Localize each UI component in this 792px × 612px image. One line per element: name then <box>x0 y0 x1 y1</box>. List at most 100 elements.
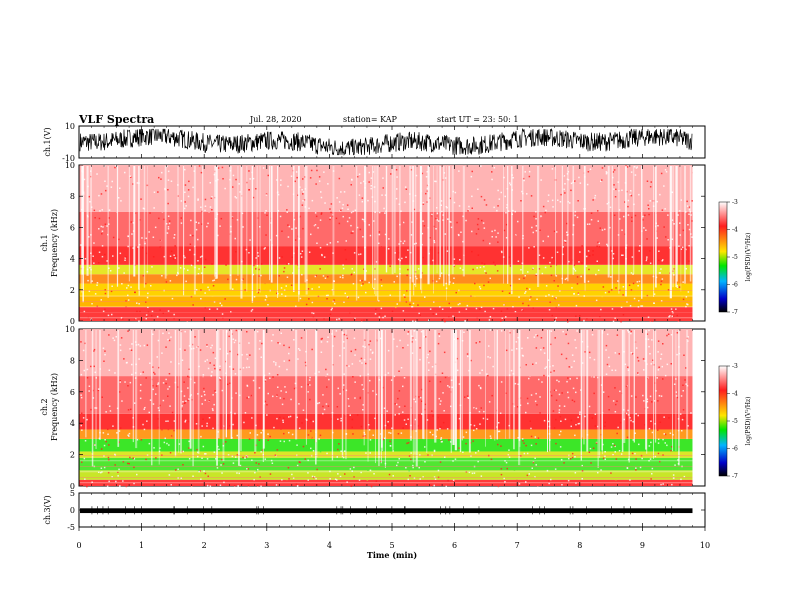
ch1-spectrogram-speckle <box>257 255 260 257</box>
ch2-colorbar-tick-label: -3 <box>732 363 738 370</box>
ch1-spectrogram-speckle <box>499 300 501 302</box>
ch1-spectrogram-speckle <box>342 204 344 206</box>
ch2-spectrogram-speckle <box>159 404 161 407</box>
ch2-spectrogram-speckle <box>81 429 83 431</box>
ch2-colorbar-tick-label: -5 <box>732 418 738 425</box>
ch1-spectrogram-speckle <box>548 309 551 311</box>
ch1-spectrogram-speckle <box>598 238 600 241</box>
ch2-spectrogram-speckle <box>635 347 638 349</box>
ch2-spectrogram-speckle <box>105 411 107 413</box>
ch1-spectrogram-speckle <box>265 210 267 212</box>
ch2-spectrogram-speckle <box>108 369 111 371</box>
ch2-spectrogram-speckle <box>483 410 485 413</box>
ch1-spectrogram-speckle <box>415 174 418 177</box>
ch1-spectrogram-speckle <box>239 191 241 193</box>
ch1-spectrogram-speckle <box>105 189 107 192</box>
ch1-spectrogram-speckle <box>308 298 310 300</box>
ch2-spectrogram-speckle <box>525 364 527 366</box>
ch1-spectrogram-speckle <box>213 301 216 303</box>
ch2-spectrogram-streak <box>599 330 601 458</box>
ch2-spectrogram-speckle <box>346 337 348 340</box>
ch2-spectrogram-speckle <box>581 341 584 343</box>
ch1-spectrogram-speckle <box>352 230 354 233</box>
ch2-spectrogram-speckle <box>133 466 135 469</box>
ch1-spectrogram-speckle <box>200 289 202 291</box>
ch1-spectrogram-speckle <box>482 193 484 195</box>
ch2-spectrogram-speckle <box>390 361 393 364</box>
ch1-spectrogram-speckle <box>197 199 199 201</box>
ch1-spectrogram-speckle <box>656 181 658 183</box>
ch2-spectrogram-speckle <box>317 402 319 405</box>
ch1-spectrogram-speckle <box>118 267 120 269</box>
ch2-spectrogram-speckle <box>218 448 220 451</box>
ch1-spectrogram-speckle <box>428 319 430 321</box>
ch1-spectrogram-speckle <box>579 182 582 184</box>
ch2-spectrogram-speckle <box>122 480 124 482</box>
ch1-spectrogram-speckle <box>193 242 195 245</box>
ch1-spectrogram-speckle <box>527 304 530 307</box>
ch1-spectrogram-speckle <box>141 237 143 239</box>
ch1-spectrogram-speckle <box>677 320 680 322</box>
ch1-spectrogram-speckle <box>682 298 685 301</box>
ch1-spectrogram-speckle <box>96 284 98 286</box>
ch2-spectrogram-speckle <box>127 330 129 332</box>
ch2-spectrogram-speckle <box>440 332 442 335</box>
ch2-spectrogram-speckle <box>302 419 305 422</box>
ch1-spectrogram-speckle <box>281 256 283 258</box>
ch1-spectrogram-speckle <box>373 186 376 188</box>
ch1-spectrogram-speckle <box>590 212 593 214</box>
ch1-spectrogram-speckle <box>566 231 568 234</box>
ch2-spectrogram-speckle <box>103 444 106 447</box>
ch2-spectrogram-speckle <box>341 471 343 473</box>
ch1-spectrogram-speckle <box>187 269 189 271</box>
ch2-spectrogram-speckle <box>507 454 510 456</box>
ch2-spectrogram-speckle <box>409 483 412 485</box>
ch2-spectrogram-speckle <box>201 368 203 371</box>
ch2-spectrogram-speckle <box>588 351 591 354</box>
ch2-spectrogram-speckle <box>101 396 103 398</box>
ch1-spectrogram-speckle <box>187 303 189 305</box>
ch1-spectrogram-speckle <box>505 237 508 239</box>
ch1-spectrogram-speckle <box>400 210 402 212</box>
ch1-spectrogram-speckle <box>592 250 594 252</box>
ch1-spectrogram-speckle <box>118 238 120 241</box>
ch2-spectrogram-speckle <box>661 365 663 368</box>
ch1-spectrogram-y-tick-label: 2 <box>70 286 75 295</box>
ch2-spectrogram-speckle <box>363 339 366 341</box>
ch2-spectrogram-speckle <box>323 408 326 411</box>
ch2-spectrogram-speckle <box>102 432 105 434</box>
ch2-spectrogram-speckle <box>362 409 364 411</box>
ch1-spectrogram-speckle <box>200 298 202 300</box>
ch1-spectrogram-streak <box>611 166 613 289</box>
ch2-spectrogram-speckle <box>397 461 399 464</box>
ch1-spectrogram-speckle <box>665 236 667 238</box>
ch2-spectrogram-speckle <box>430 484 432 487</box>
ch2-spectrogram-speckle <box>134 341 137 343</box>
ch1-spectrogram-speckle <box>497 215 500 218</box>
ch2-spectrogram-speckle <box>322 394 324 396</box>
ch2-spectrogram-speckle <box>643 369 645 371</box>
ch2-spectrogram-speckle <box>320 351 323 353</box>
ch1-spectrogram-speckle <box>103 236 106 239</box>
ch2-spectrogram-speckle <box>277 386 279 388</box>
ch1-spectrogram-speckle <box>266 214 268 216</box>
ch2-spectrogram-streak <box>95 330 97 449</box>
ch1-spectrogram-speckle <box>156 315 159 318</box>
ch2-spectrogram-speckle <box>346 398 349 401</box>
ch1-spectrogram-speckle <box>489 242 491 245</box>
ch1-spectrogram-speckle <box>649 250 651 252</box>
ch2-colorbar-label: log(PSD)(V²/Hz) <box>745 397 752 446</box>
ch2-spectrogram-speckle <box>312 450 315 452</box>
ch2-spectrogram-speckle <box>93 350 95 352</box>
ch2-spectrogram-speckle <box>234 373 237 375</box>
station-label: station= KAP <box>343 115 398 124</box>
ch2-spectrogram-speckle <box>533 477 535 479</box>
ch1-spectrogram-speckle <box>390 271 392 274</box>
ch2-spectrogram-speckle <box>543 419 546 422</box>
ch1-spectrogram-speckle <box>206 225 208 228</box>
ch2-spectrogram-streak <box>678 330 680 466</box>
ch1-spectrogram-speckle <box>512 186 514 189</box>
ch1-spectrogram-speckle <box>481 219 483 222</box>
ch1-spectrogram-speckle <box>533 167 535 170</box>
ch2-spectrogram-speckle <box>578 422 581 425</box>
